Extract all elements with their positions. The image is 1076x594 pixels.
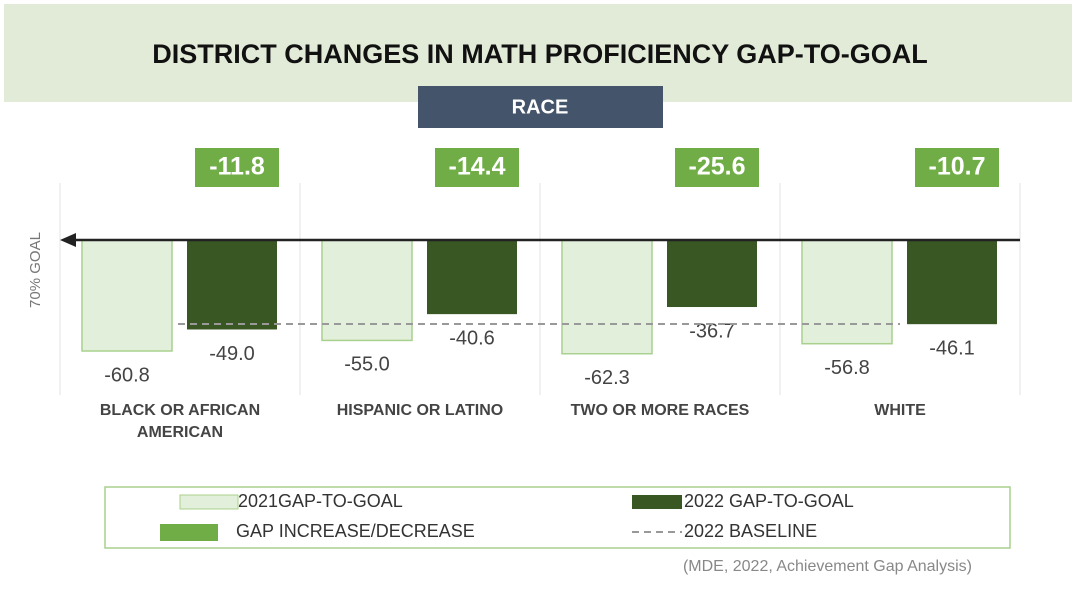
legend-box [104,486,1011,549]
source: (MDE, 2022, Achievement Gap Analysis) [683,558,972,575]
bar [427,240,517,315]
bar [907,240,997,325]
subtitle: RACE [512,96,569,118]
change-label: -11.8 [209,153,265,181]
bar [81,239,173,352]
change-box [195,148,279,187]
legend-label: 2021GAP-TO-GOAL [238,491,403,511]
change-box [435,148,519,187]
change-label: -10.7 [929,153,986,181]
bar [187,240,277,330]
x-tick-label: TWO OR MORE RACES [571,402,750,419]
data-label: -62.3 [584,367,630,389]
data-label: -40.6 [449,327,495,349]
change-label: -25.6 [689,153,746,181]
data-label: -56.8 [824,357,870,379]
legend-label: GAP INCREASE/DECREASE [236,521,475,541]
subtitle-box [418,86,663,128]
change-label: -14.4 [449,153,506,181]
data-label: -55.0 [344,354,390,376]
y-axis-label: 70% GOAL [27,232,44,308]
legend-swatch [160,524,218,541]
x-tick-label: WHITE [874,402,926,419]
chart-title: DISTRICT CHANGES IN MATH PROFICIENCY GAP… [152,39,928,69]
data-label: -46.1 [929,337,975,359]
bar [801,239,893,345]
change-box [675,148,759,187]
data-label: -49.0 [209,343,255,365]
bar [667,240,757,308]
legend-swatch [632,495,682,509]
legend-label: 2022 BASELINE [684,521,817,541]
header-band [4,4,1072,102]
data-label: -60.8 [104,364,150,386]
bar [321,239,413,342]
x-tick-label: BLACK OR AFRICAN AMERICAN [100,402,260,441]
data-label: -36.7 [689,320,735,342]
x-tick-label: HISPANIC OR LATINO [337,402,504,419]
change-box [915,148,999,187]
goal-arrow [60,233,76,247]
legend-label: 2022 GAP-TO-GOAL [684,491,854,511]
bar [561,239,653,355]
legend-swatch [179,494,239,510]
